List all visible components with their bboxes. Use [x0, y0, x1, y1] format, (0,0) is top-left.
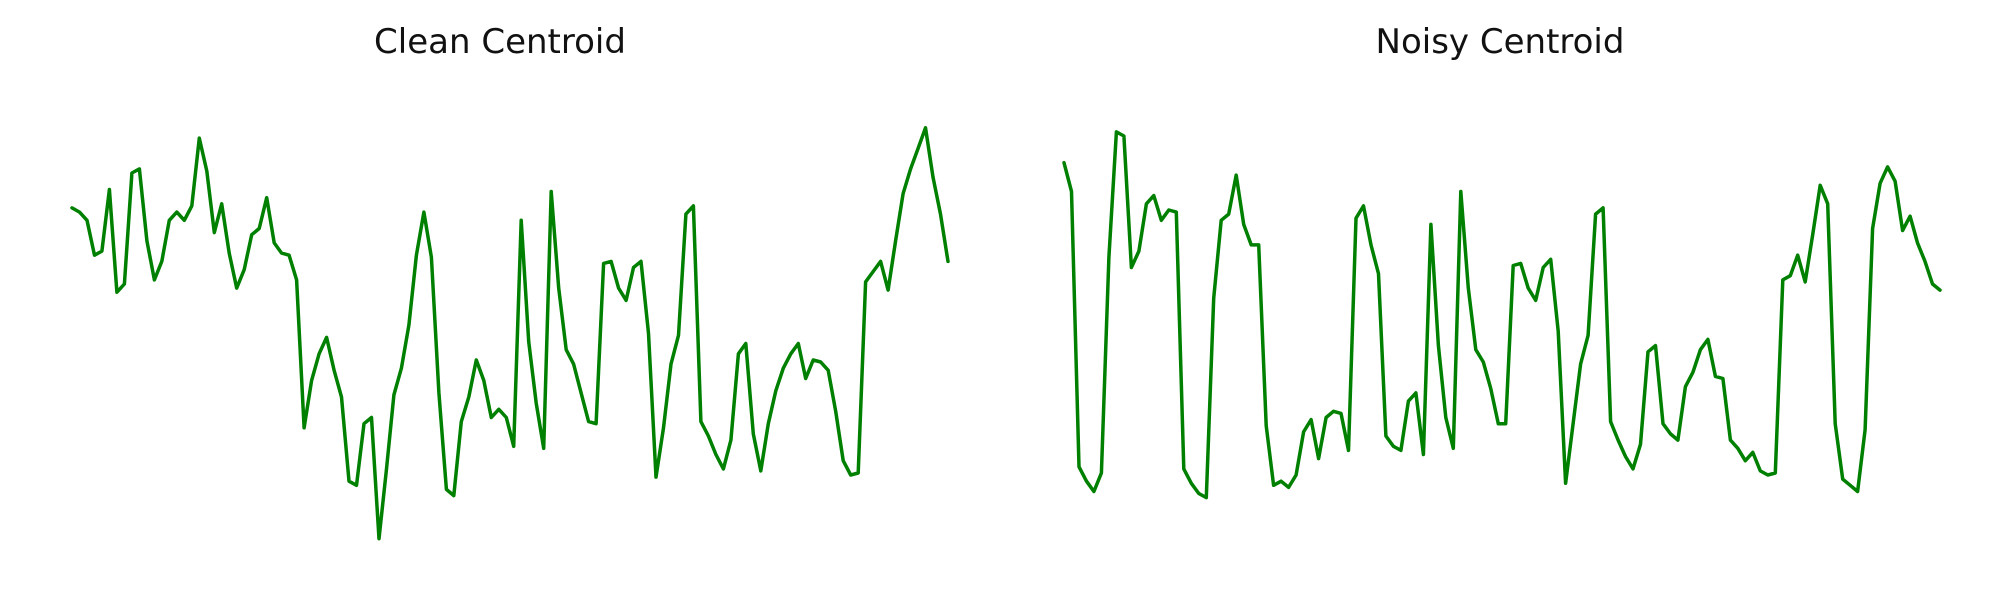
- noisy-centroid-line: [1062, 130, 1942, 500]
- clean-centroid-panel: Clean Centroid: [70, 22, 950, 541]
- noisy-centroid-title: Noisy Centroid: [1375, 22, 1625, 62]
- clean-centroid-line: [70, 126, 950, 541]
- clean-centroid-plot: [70, 126, 950, 541]
- noisy-centroid-panel: Noisy Centroid: [1000, 0, 2000, 600]
- clean-centroid-title: Clean Centroid: [374, 22, 626, 62]
- noisy-centroid-plot: [1062, 130, 1942, 500]
